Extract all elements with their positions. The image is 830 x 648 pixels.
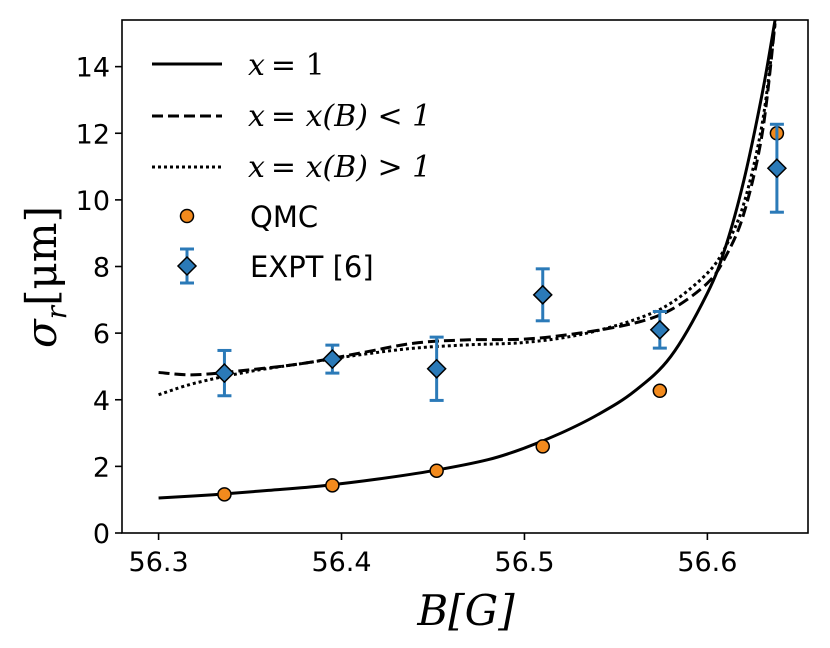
x-tick-label: 56.5 xyxy=(494,547,554,578)
expt-point xyxy=(426,358,447,379)
y-axis-label: σr[μm] xyxy=(17,206,73,348)
y-tick-label: 10 xyxy=(76,186,110,217)
x-axis-label: B[G] xyxy=(416,586,515,635)
qmc-point xyxy=(325,478,340,493)
expt-point xyxy=(322,349,343,370)
qmc-point xyxy=(652,383,668,399)
y-tick-label: 14 xyxy=(76,53,110,84)
legend-expt-marker xyxy=(176,255,198,277)
series-line-dotted xyxy=(158,23,777,397)
x-tick-label: 56.6 xyxy=(677,547,737,578)
legend: x = 1 x = x(B) < 1 x = x(B) > 1 QMC EXPT [6… xyxy=(152,48,431,285)
expt-point xyxy=(532,284,553,305)
qmc-point xyxy=(217,487,232,502)
y-tick-label: 12 xyxy=(76,119,110,150)
y-tick-label: 8 xyxy=(93,253,110,284)
legend-qmc-marker xyxy=(179,208,195,224)
x-tick-label: 56.3 xyxy=(129,547,189,578)
y-tick-label: 4 xyxy=(93,386,110,417)
legend-qmc-label: QMC xyxy=(250,200,318,234)
x-tick-label: 56.4 xyxy=(311,547,371,578)
expt-point xyxy=(649,319,670,340)
y-tick-label: 6 xyxy=(93,319,110,350)
legend-dotted-label: x = x(B) > 1 xyxy=(248,150,431,185)
tick-layer: 56.3 56.4 56.5 56.6 0 2 4 6 8 10 12 14 xyxy=(76,53,738,578)
qmc-point xyxy=(535,439,550,454)
axes-frame xyxy=(121,19,809,534)
marker-layer xyxy=(214,122,787,502)
series-line-solid xyxy=(158,20,777,500)
expt-point xyxy=(766,158,787,179)
legend-expt-label: EXPT [6] xyxy=(250,250,374,284)
y-tick-label: 0 xyxy=(93,519,110,550)
expt-point xyxy=(214,363,235,384)
qmc-point xyxy=(429,463,444,478)
series-layer xyxy=(158,20,777,500)
series-line-dashed xyxy=(158,23,777,377)
y-tick-label: 2 xyxy=(93,452,110,483)
legend-dashed-label: x = x(B) < 1 xyxy=(248,99,431,134)
legend-solid-label: x = 1 xyxy=(248,48,325,83)
